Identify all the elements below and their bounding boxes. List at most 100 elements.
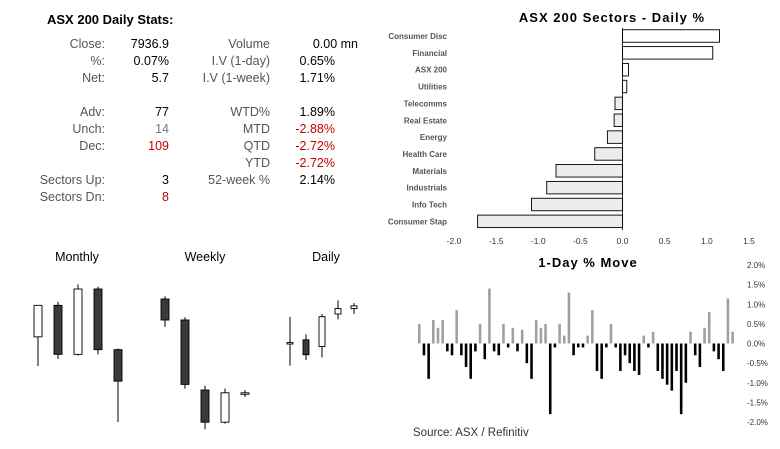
move-bar [661,343,664,379]
sector-label: Utilities [418,83,447,92]
move-bar [665,343,669,385]
move-bar [474,343,477,352]
sector-bar [622,46,714,60]
move-bar [441,319,444,344]
move-bar [516,343,519,352]
move-bar [609,323,613,344]
stat-label: Net: [82,71,105,85]
move-bar [539,327,543,344]
stat-value: 0.65% [299,54,335,68]
stat-value: 8 [162,190,169,204]
move-bar [637,343,641,375]
move-bar [703,327,706,344]
move-bar [712,343,716,352]
stat-value: -2.72% [295,139,335,153]
stat-value: 7936.9 [130,37,169,51]
stat-value: 5.7 [151,71,169,85]
move-bar [432,319,435,344]
move-bar [628,343,632,364]
sector-bar [622,63,629,77]
move-bar [647,343,650,348]
candle-body [350,305,358,310]
move-bar [558,323,561,344]
move-bar [530,343,533,379]
move-tick-label: -1.5% [747,398,768,407]
stat-label: YTD [245,156,270,170]
sector-bar [477,214,624,229]
sector-label: Energy [420,133,448,142]
move-bar [492,343,496,352]
stat-label: Adv: [79,105,105,119]
stat-value: 3 [162,173,169,187]
source-note: Source: ASX / Refinitiv [413,427,529,439]
sector-label: Telecomms [404,99,448,108]
stat-value: -2.72% [295,156,335,170]
move-bar [577,343,580,348]
move-bar [483,343,487,360]
move-bar [693,343,697,356]
move-bar [633,343,636,371]
sector-label: ASX 200 [415,66,448,75]
sector-bar [594,147,624,161]
sector-label: Info Tech [412,201,447,210]
move-bar [520,329,524,344]
sector-tick-label: -0.5 [573,236,588,246]
stat-value: 109 [148,139,169,153]
candle-chart-title: Daily [312,250,341,264]
sector-label: Real Estate [404,116,448,125]
stat-value: 0.00 mn [312,37,358,51]
move-bar [670,343,674,391]
sector-tick-label: 0.0 [617,236,629,246]
move-bar [422,343,426,356]
move-tick-label: 2.0% [747,261,765,270]
sector-bar [546,180,624,195]
sector-label: Financial [412,49,447,58]
candle-chart-title: Weekly [185,250,227,264]
move-bar [427,343,430,379]
candle-body [200,389,210,423]
candle-body [180,319,190,385]
sector-chart-title: ASX 200 Sectors - Daily % [519,10,705,25]
candle-body [286,342,294,345]
sector-tick-label: 1.0 [701,236,713,246]
move-bar [614,343,617,348]
candle-body [33,304,43,338]
move-bar [469,343,473,379]
move-bar [675,343,678,371]
sector-tick-label: 0.5 [659,236,671,246]
candle-body [220,392,230,423]
move-bar [553,343,557,348]
candle-body [302,339,310,356]
move-tick-label: -0.5% [747,359,768,368]
sector-bar [555,164,624,178]
move-bar [562,335,566,344]
stat-value: 14 [155,122,169,136]
sector-tick-label: -1.5 [489,236,504,246]
move-bar [455,310,458,344]
move-bar [717,343,720,360]
sector-label: Health Care [403,150,448,159]
candle-body [113,349,123,382]
sector-bar [613,113,624,127]
move-bar [525,343,529,364]
sector-label: Consumer Stap [388,217,447,226]
move-bar [567,292,571,344]
one-day-move-chart: 1-Day % Move 2.0% 1.5% 1.0% 0.5% 0.0% -0.5% -1.… [418,255,768,427]
sector-bar [614,96,624,111]
move-tick-label: -1.0% [747,379,768,388]
stat-label: Unch: [72,122,105,136]
candle-body [73,288,83,355]
move-bar [591,310,594,344]
move-bar [544,323,547,344]
move-tick-label: -2.0% [747,418,768,427]
move-bar [418,323,421,344]
move-chart-title: 1-Day % Move [538,255,637,270]
stat-value: 0.07% [133,54,169,68]
weekly-candlestick-chart: Weekly [160,250,250,430]
move-bar [464,343,468,368]
move-bar [698,343,702,368]
stat-value: 1.89% [299,105,335,119]
candle-body [240,392,250,395]
move-bar [684,343,688,383]
move-tick-label: 1.0% [747,300,765,309]
